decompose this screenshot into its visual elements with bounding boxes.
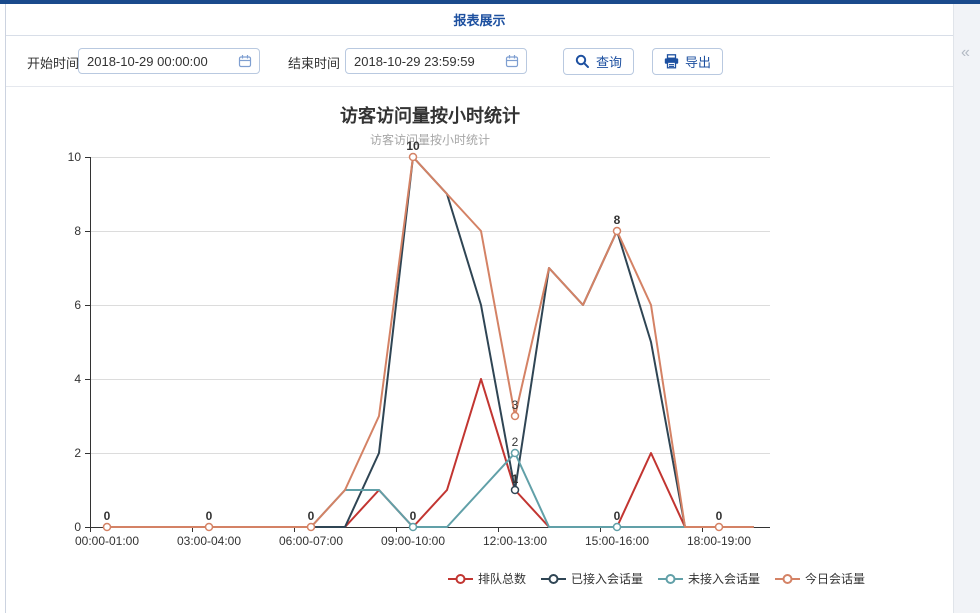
svg-text:3: 3	[512, 398, 519, 412]
svg-text:10: 10	[68, 150, 82, 164]
svg-text:0: 0	[716, 509, 723, 523]
legend-label: 未接入会话量	[688, 572, 761, 586]
svg-text:00:00-01:00: 00:00-01:00	[75, 534, 139, 548]
legend-label: 今日会话量	[805, 572, 866, 586]
panel-title-bar: 报表展示	[6, 4, 953, 36]
svg-text:18:00-19:00: 18:00-19:00	[687, 534, 751, 548]
legend-line-icon	[541, 573, 567, 584]
svg-text:03:00-04:00: 03:00-04:00	[177, 534, 241, 548]
end-time-label: 结束时间	[288, 56, 341, 71]
legend-label: 已接入会话量	[571, 572, 644, 586]
collapse-side-strip: «	[953, 4, 980, 613]
svg-text:6: 6	[74, 298, 81, 312]
calendar-icon[interactable]	[238, 54, 252, 68]
svg-text:0: 0	[74, 520, 81, 534]
legend-label: 排队总数	[478, 572, 527, 586]
svg-text:0: 0	[410, 509, 417, 523]
export-button[interactable]: 导出	[652, 48, 724, 75]
svg-text:15:00-16:00: 15:00-16:00	[585, 534, 649, 548]
page-title: 报表展示	[453, 13, 506, 28]
report-panel: 报表展示 开始时间 结束时间 查询	[5, 4, 953, 613]
start-time-label: 开始时间	[27, 56, 80, 71]
legend-item-3[interactable]: 未接入会话量	[658, 570, 760, 587]
end-time-input[interactable]	[345, 48, 527, 74]
legend-item-2[interactable]: 已接入会话量	[541, 570, 643, 587]
svg-text:0: 0	[104, 509, 111, 523]
query-button[interactable]: 查询	[563, 48, 635, 75]
svg-text:8: 8	[74, 224, 81, 238]
chart-container: 访客访问量按小时统计 访客访问量按小时统计 0 2 4 6 8 10 00:00-01:00…	[6, 85, 953, 613]
svg-text:0: 0	[206, 509, 213, 523]
top-accent-bar	[0, 0, 980, 4]
legend-line-icon	[775, 573, 801, 584]
chart-subtitle: 访客访问量按小时统计	[369, 133, 490, 147]
start-time-input[interactable]	[78, 48, 260, 74]
legend-item-1[interactable]: 排队总数	[448, 570, 526, 587]
calendar-icon[interactable]	[505, 54, 519, 68]
export-button-label: 导出	[685, 55, 712, 70]
legend-line-icon	[448, 573, 473, 584]
svg-text:8: 8	[614, 213, 621, 227]
double-chevron-left-icon[interactable]: «	[961, 44, 970, 61]
svg-text:09:00-10:00: 09:00-10:00	[381, 534, 445, 548]
svg-text:10: 10	[406, 139, 420, 153]
svg-text:12:00-13:00: 12:00-13:00	[483, 534, 547, 548]
svg-text:06:00-07:00: 06:00-07:00	[279, 534, 343, 548]
svg-text:2: 2	[512, 435, 519, 449]
search-icon	[575, 54, 589, 68]
printer-icon	[664, 54, 679, 69]
svg-text:4: 4	[74, 372, 81, 386]
svg-text:2: 2	[74, 446, 81, 460]
filter-toolbar: 开始时间 结束时间 查询	[6, 36, 953, 87]
legend-item-4[interactable]: 今日会话量	[775, 570, 865, 587]
legend-line-icon	[658, 573, 684, 584]
chart-legend: 排队总数 已接入会话量 未接入会话量 今日会话量	[448, 570, 865, 587]
svg-text:0: 0	[308, 509, 315, 523]
svg-text:0: 0	[614, 509, 621, 523]
query-button-label: 查询	[596, 55, 623, 70]
chart-title: 访客访问量按小时统计	[340, 106, 520, 126]
svg-text:1: 1	[512, 472, 519, 486]
